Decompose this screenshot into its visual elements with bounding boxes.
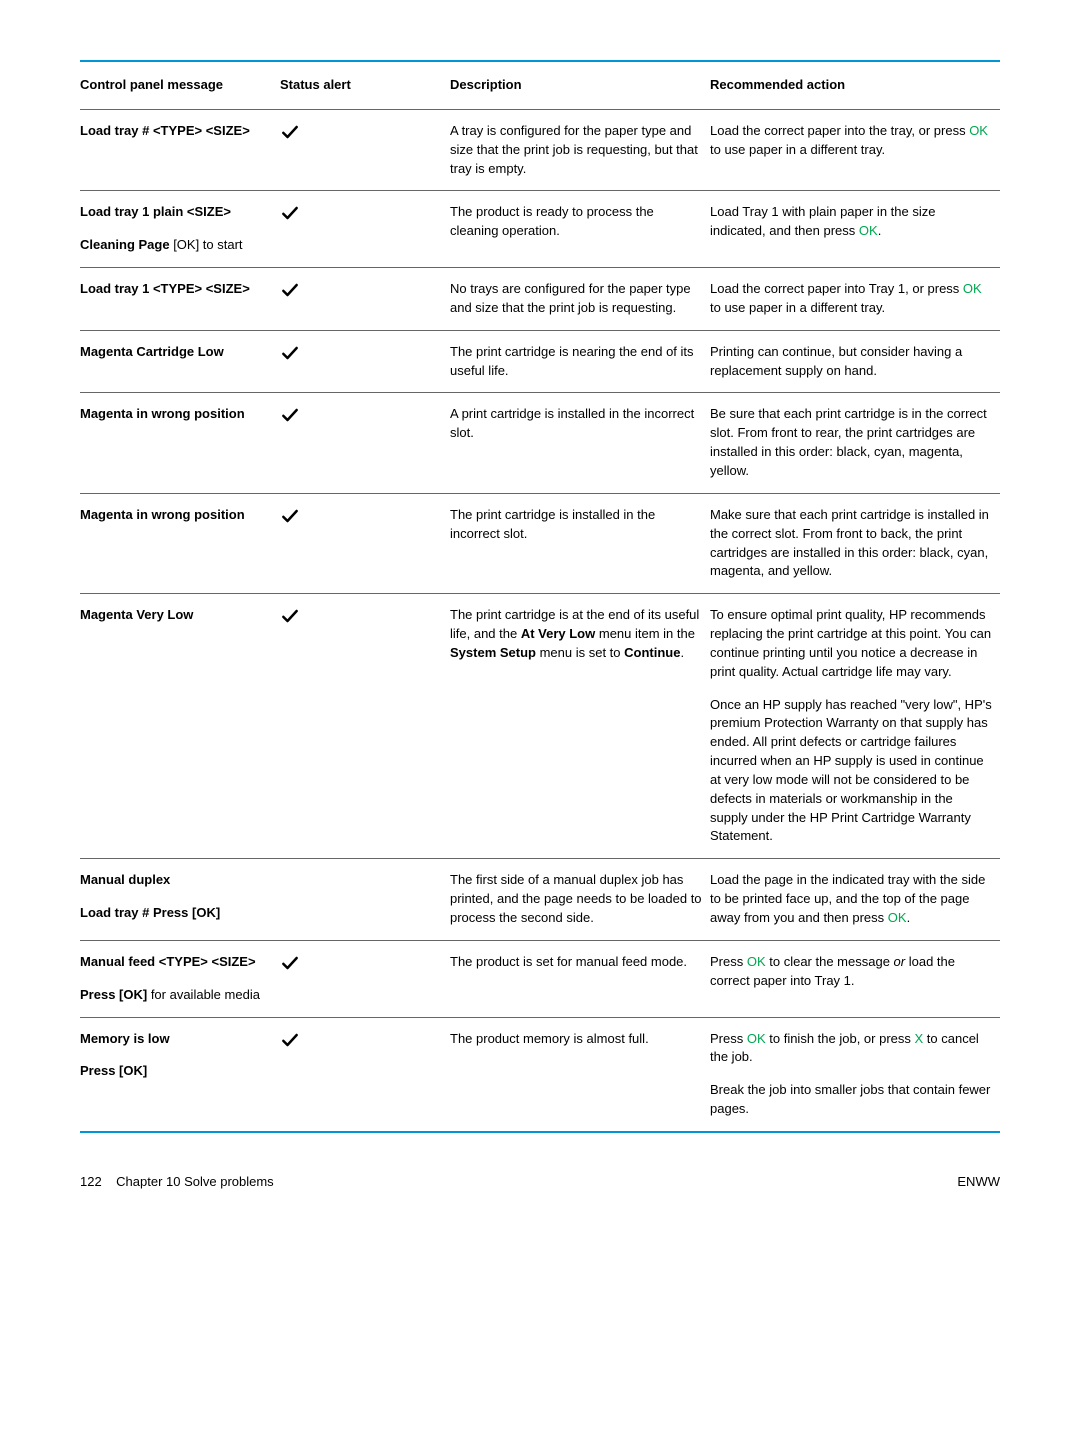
table-row: Magenta in wrong position A print cartrid… — [80, 393, 1000, 493]
col-status: Status alert — [280, 61, 450, 109]
table-header-row: Control panel message Status alert Descr… — [80, 61, 1000, 109]
action-cell: Make sure that each print cartridge is i… — [710, 493, 1000, 593]
checkmark-icon — [280, 961, 300, 976]
status-cell — [280, 330, 450, 393]
action-cell: Load the page in the indicated tray with… — [710, 859, 1000, 941]
status-cell — [280, 268, 450, 331]
status-cell — [280, 940, 450, 1017]
status-cell — [280, 191, 450, 268]
table-row: Load tray # <TYPE> <SIZE> A tray is confi… — [80, 109, 1000, 191]
status-cell — [280, 493, 450, 593]
message-cell: Manual duplexLoad tray # Press [OK] — [80, 859, 280, 941]
checkmark-icon — [280, 351, 300, 366]
action-cell: Load the correct paper into the tray, or… — [710, 109, 1000, 191]
col-description: Description — [450, 61, 710, 109]
table-row: Magenta Very Low The print cartridge is a… — [80, 594, 1000, 859]
status-cell — [280, 1017, 450, 1132]
description-cell: The product is ready to process the clea… — [450, 191, 710, 268]
table-row: Load tray 1 <TYPE> <SIZE> No trays are co… — [80, 268, 1000, 331]
message-cell: Manual feed <TYPE> <SIZE>Press [OK] for … — [80, 940, 280, 1017]
messages-table: Control panel message Status alert Descr… — [80, 60, 1000, 1133]
action-cell: Load the correct paper into Tray 1, or p… — [710, 268, 1000, 331]
checkmark-icon — [280, 130, 300, 145]
table-row: Magenta in wrong position The print cartr… — [80, 493, 1000, 593]
action-cell: Load Tray 1 with plain paper in the size… — [710, 191, 1000, 268]
table-row: Load tray 1 plain <SIZE>Cleaning Page [O… — [80, 191, 1000, 268]
action-cell: Press OK to clear the message or load th… — [710, 940, 1000, 1017]
description-cell: A tray is configured for the paper type … — [450, 109, 710, 191]
message-cell: Magenta Cartridge Low — [80, 330, 280, 393]
action-cell: Press OK to finish the job, or press X t… — [710, 1017, 1000, 1132]
table-row: Magenta Cartridge Low The print cartridge… — [80, 330, 1000, 393]
description-cell: The print cartridge is at the end of its… — [450, 594, 710, 859]
message-cell: Magenta in wrong position — [80, 493, 280, 593]
message-cell: Memory is lowPress [OK] — [80, 1017, 280, 1132]
checkmark-icon — [280, 211, 300, 226]
table-row: Manual feed <TYPE> <SIZE>Press [OK] for … — [80, 940, 1000, 1017]
chapter-title: Chapter 10 Solve problems — [116, 1174, 274, 1189]
col-message: Control panel message — [80, 61, 280, 109]
message-cell: Magenta in wrong position — [80, 393, 280, 493]
table-row: Manual duplexLoad tray # Press [OK] The f… — [80, 859, 1000, 941]
checkmark-icon — [280, 614, 300, 629]
status-cell — [280, 859, 450, 941]
description-cell: The print cartridge is installed in the … — [450, 493, 710, 593]
action-cell: Printing can continue, but consider havi… — [710, 330, 1000, 393]
description-cell: The print cartridge is nearing the end o… — [450, 330, 710, 393]
message-cell: Magenta Very Low — [80, 594, 280, 859]
footer-right: ENWW — [957, 1173, 1000, 1192]
status-cell — [280, 393, 450, 493]
description-cell: A print cartridge is installed in the in… — [450, 393, 710, 493]
description-cell: The product is set for manual feed mode. — [450, 940, 710, 1017]
table-row: Memory is lowPress [OK] The product memor… — [80, 1017, 1000, 1132]
checkmark-icon — [280, 514, 300, 529]
message-cell: Load tray # <TYPE> <SIZE> — [80, 109, 280, 191]
col-action: Recommended action — [710, 61, 1000, 109]
footer-left: 122 Chapter 10 Solve problems — [80, 1173, 274, 1192]
checkmark-icon — [280, 288, 300, 303]
message-cell: Load tray 1 <TYPE> <SIZE> — [80, 268, 280, 331]
status-cell — [280, 109, 450, 191]
action-cell: Be sure that each print cartridge is in … — [710, 393, 1000, 493]
page-footer: 122 Chapter 10 Solve problems ENWW — [80, 1173, 1000, 1192]
checkmark-icon — [280, 1038, 300, 1053]
description-cell: The product memory is almost full. — [450, 1017, 710, 1132]
description-cell: No trays are configured for the paper ty… — [450, 268, 710, 331]
checkmark-icon — [280, 413, 300, 428]
page-number: 122 — [80, 1174, 102, 1189]
status-cell — [280, 594, 450, 859]
action-cell: To ensure optimal print quality, HP reco… — [710, 594, 1000, 859]
message-cell: Load tray 1 plain <SIZE>Cleaning Page [O… — [80, 191, 280, 268]
description-cell: The first side of a manual duplex job ha… — [450, 859, 710, 941]
